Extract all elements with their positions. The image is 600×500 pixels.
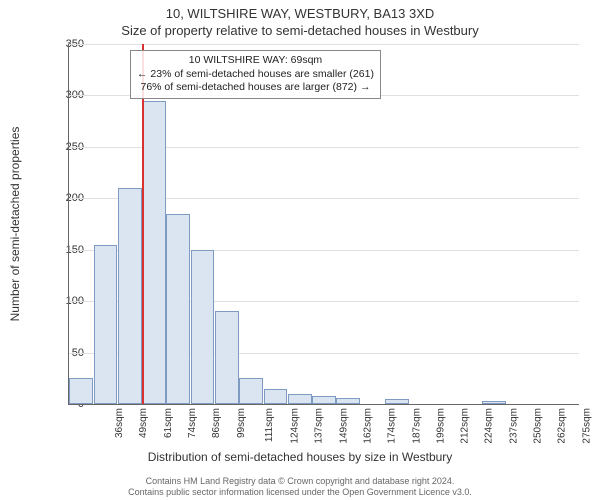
bar	[239, 378, 263, 404]
bar	[142, 101, 166, 404]
x-tick-label: 262sqm	[557, 408, 568, 444]
x-tick-label: 174sqm	[387, 408, 398, 444]
bar	[288, 394, 312, 404]
x-tick-label: 149sqm	[338, 408, 349, 444]
footer: Contains HM Land Registry data © Crown c…	[0, 476, 600, 498]
annotation-box: 10 WILTSHIRE WAY: 69sqm ← 23% of semi-de…	[130, 50, 381, 99]
x-tick-label: 124sqm	[290, 408, 301, 444]
bar	[385, 399, 409, 404]
bar	[118, 188, 142, 404]
bar	[69, 378, 93, 404]
x-tick-label: 99sqm	[236, 408, 247, 438]
bar	[336, 398, 360, 404]
x-tick-label: 61sqm	[163, 408, 174, 438]
bar	[191, 250, 215, 404]
bar	[312, 396, 336, 404]
annotation-line-1: 10 WILTSHIRE WAY: 69sqm	[137, 54, 374, 68]
x-tick-label: 111sqm	[264, 408, 275, 442]
bar	[94, 245, 118, 404]
footer-line-1: Contains HM Land Registry data © Crown c…	[0, 476, 600, 487]
bar	[482, 401, 506, 404]
gridline	[69, 44, 579, 45]
x-tick-label: 187sqm	[411, 408, 422, 444]
x-tick-label: 137sqm	[314, 408, 325, 444]
bar	[166, 214, 190, 404]
x-tick-label: 250sqm	[533, 408, 544, 444]
bar	[264, 389, 288, 404]
x-tick-label: 275sqm	[581, 408, 592, 444]
x-tick-label: 224sqm	[484, 408, 495, 444]
annotation-line-3: 76% of semi-detached houses are larger (…	[137, 81, 374, 95]
x-tick-label: 162sqm	[363, 408, 374, 444]
title-line-1: 10, WILTSHIRE WAY, WESTBURY, BA13 3XD	[0, 6, 600, 21]
annotation-line-2: ← 23% of semi-detached houses are smalle…	[137, 68, 374, 82]
x-tick-label: 74sqm	[187, 408, 198, 438]
x-tick-label: 86sqm	[211, 408, 222, 438]
bar	[215, 311, 239, 404]
title-line-2: Size of property relative to semi-detach…	[0, 23, 600, 38]
y-axis-label: Number of semi-detached properties	[8, 127, 22, 322]
x-tick-label: 199sqm	[435, 408, 446, 444]
footer-line-2: Contains public sector information licen…	[0, 487, 600, 498]
x-tick-label: 237sqm	[508, 408, 519, 444]
x-tick-label: 49sqm	[138, 408, 149, 438]
chart-container: 10, WILTSHIRE WAY, WESTBURY, BA13 3XD Si…	[0, 0, 600, 500]
x-axis-label: Distribution of semi-detached houses by …	[0, 450, 600, 464]
x-tick-label: 212sqm	[460, 408, 471, 444]
x-tick-label: 36sqm	[114, 408, 125, 438]
